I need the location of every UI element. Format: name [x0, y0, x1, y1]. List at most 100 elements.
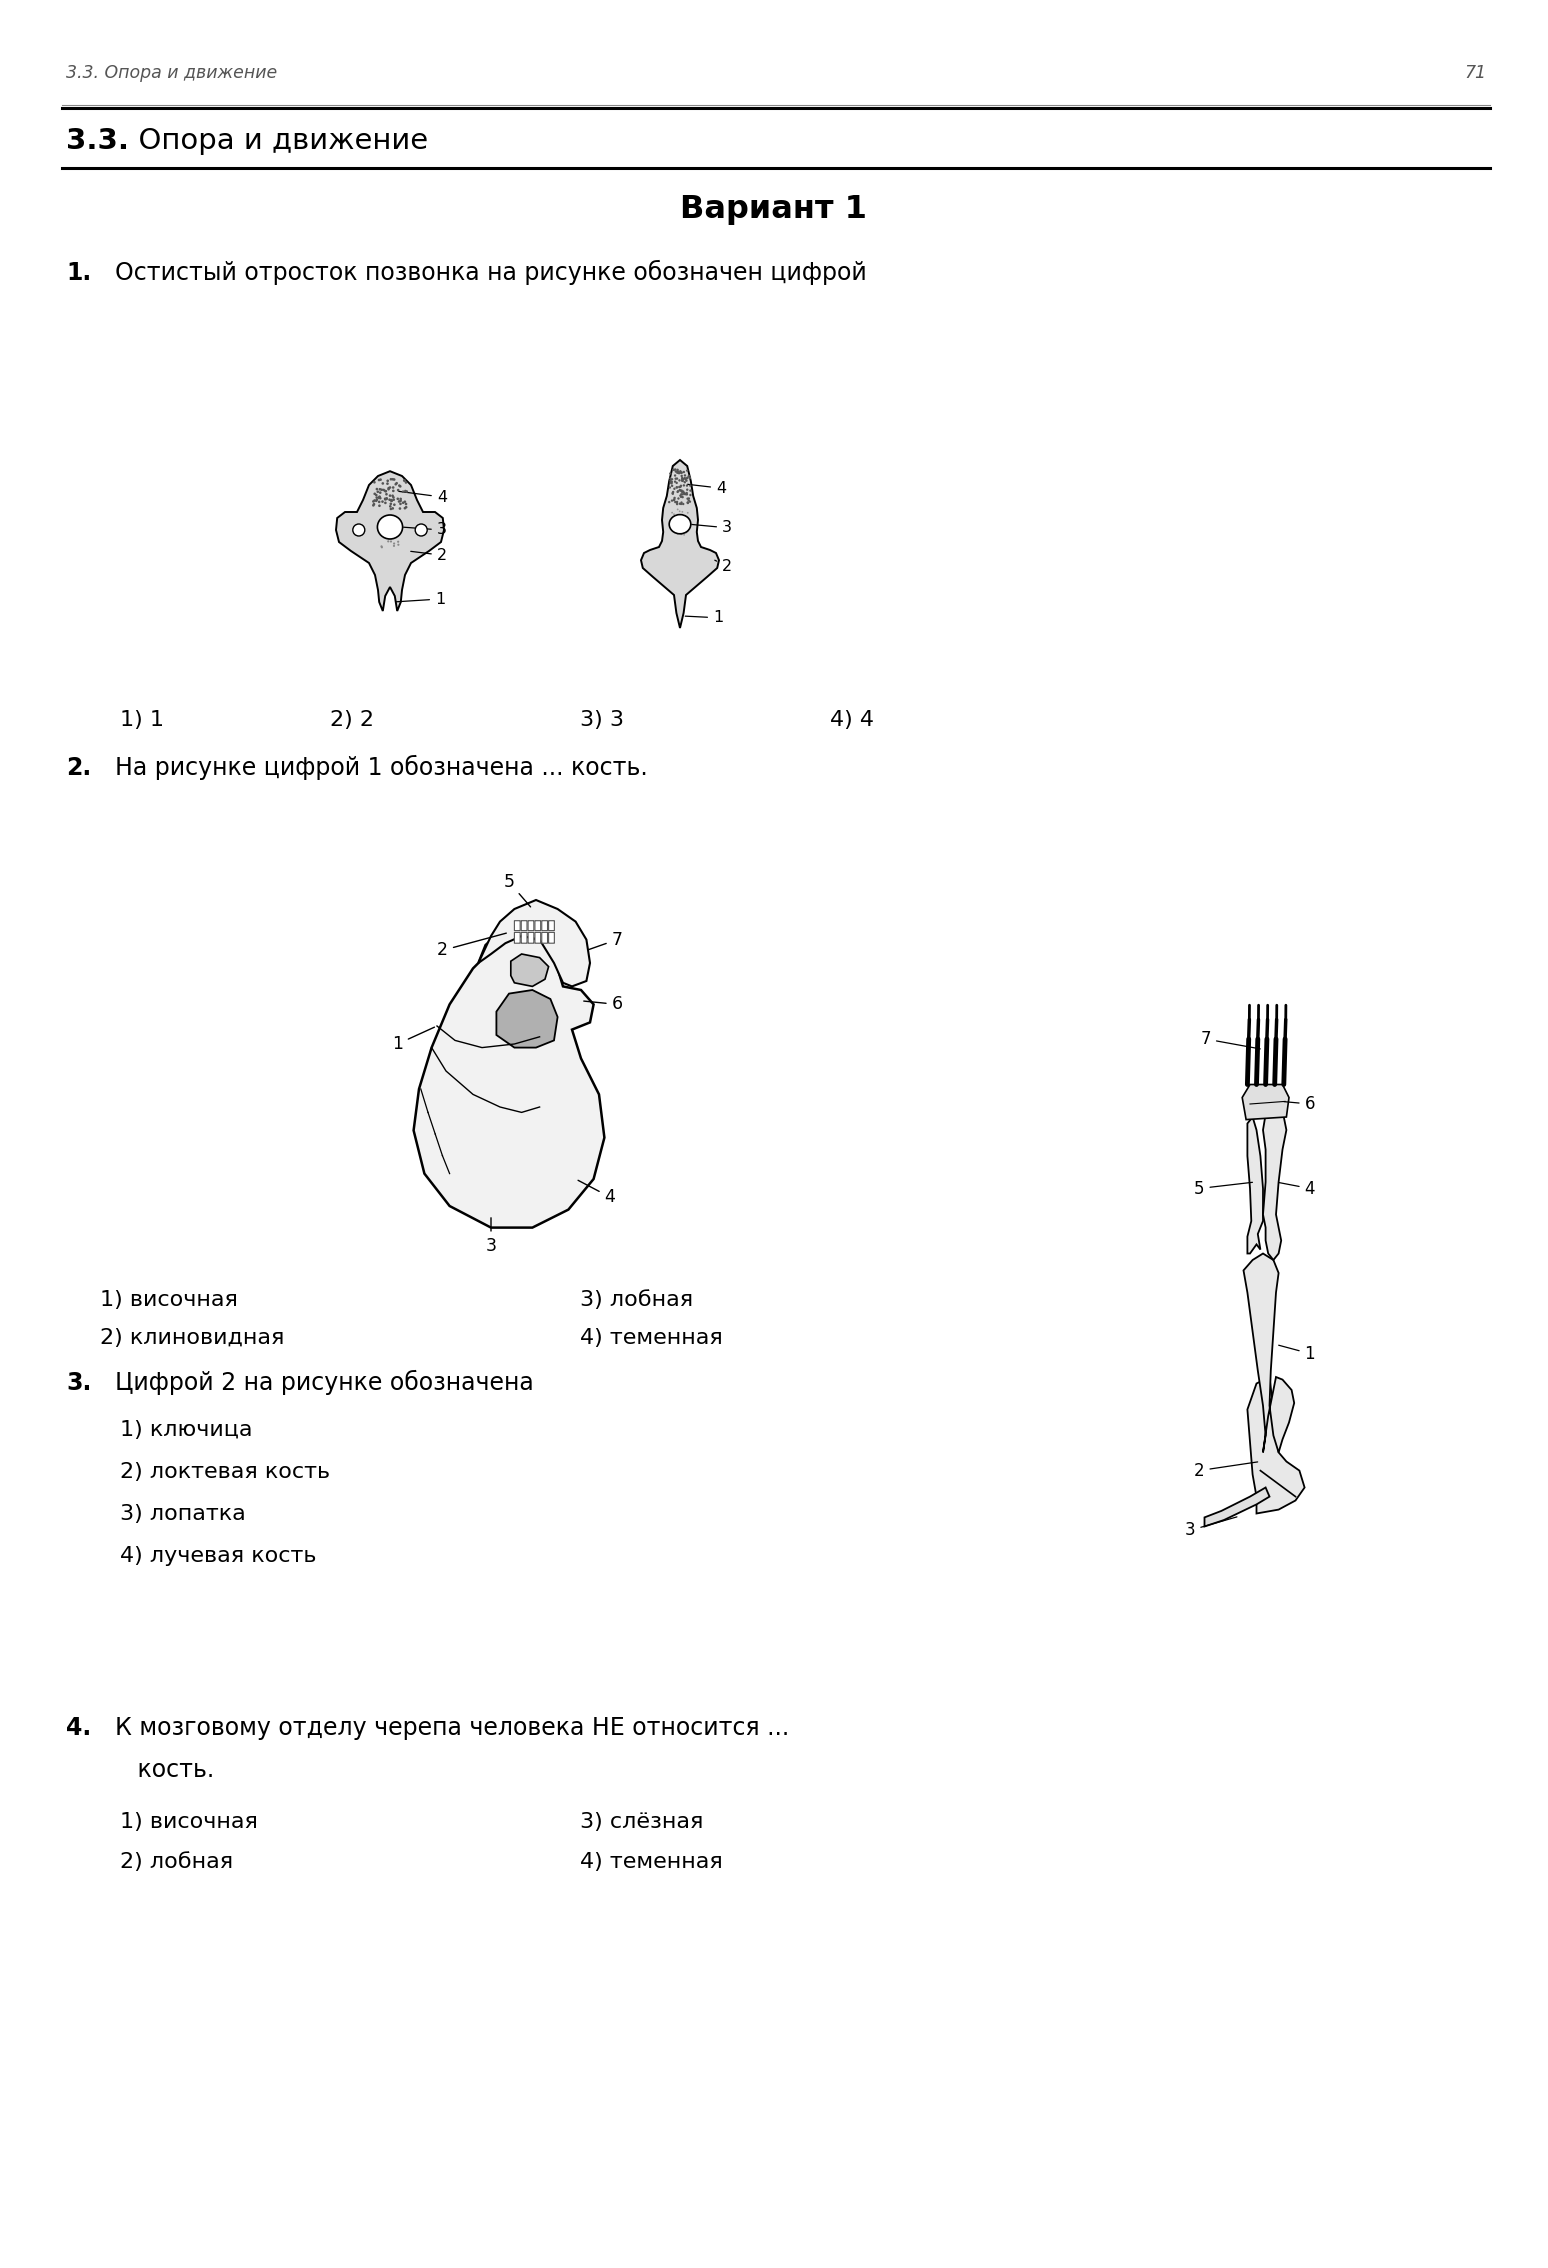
Circle shape [376, 488, 378, 490]
Circle shape [676, 503, 678, 506]
Text: 5: 5 [1194, 1179, 1252, 1198]
Circle shape [681, 472, 683, 474]
Circle shape [683, 479, 684, 481]
Polygon shape [478, 900, 590, 987]
Circle shape [353, 524, 365, 535]
Circle shape [390, 499, 393, 501]
Circle shape [680, 497, 683, 499]
Circle shape [390, 503, 392, 506]
Circle shape [687, 499, 690, 501]
FancyBboxPatch shape [528, 921, 534, 930]
Text: 3) лопатка: 3) лопатка [121, 1504, 246, 1524]
Circle shape [372, 501, 375, 503]
Polygon shape [1243, 1254, 1294, 1452]
Circle shape [393, 503, 396, 506]
Circle shape [381, 488, 382, 492]
Circle shape [673, 469, 675, 472]
Circle shape [681, 479, 683, 481]
Circle shape [390, 499, 393, 501]
Circle shape [385, 497, 389, 499]
Circle shape [399, 503, 402, 506]
Text: 5: 5 [503, 873, 531, 907]
Text: 2) 2: 2) 2 [330, 710, 375, 730]
Circle shape [376, 490, 379, 492]
Circle shape [687, 474, 690, 476]
Circle shape [379, 492, 381, 494]
Circle shape [683, 472, 686, 474]
Circle shape [672, 469, 675, 472]
Polygon shape [1204, 1488, 1269, 1526]
Circle shape [375, 494, 378, 497]
Text: 1) височная: 1) височная [101, 1290, 238, 1311]
Circle shape [678, 485, 681, 488]
Circle shape [373, 503, 375, 506]
Circle shape [687, 497, 690, 499]
Circle shape [670, 481, 672, 483]
Circle shape [392, 485, 395, 490]
Circle shape [392, 490, 395, 492]
Circle shape [399, 499, 402, 501]
FancyBboxPatch shape [542, 932, 548, 943]
Circle shape [684, 481, 686, 483]
Circle shape [404, 506, 406, 510]
Circle shape [406, 506, 407, 508]
Text: 1: 1 [392, 1027, 435, 1052]
Circle shape [678, 472, 681, 474]
Circle shape [678, 490, 681, 492]
Text: Цифрой 2 на рисунке обозначена: Цифрой 2 на рисунке обозначена [101, 1370, 534, 1395]
Text: К мозговому отделу черепа человека НЕ относится ...: К мозговому отделу черепа человека НЕ от… [101, 1717, 789, 1740]
Circle shape [670, 485, 673, 488]
Circle shape [392, 479, 395, 481]
Circle shape [373, 499, 376, 501]
Circle shape [686, 492, 687, 494]
Circle shape [378, 497, 381, 499]
FancyBboxPatch shape [514, 932, 520, 943]
Polygon shape [1263, 1114, 1286, 1261]
Circle shape [393, 479, 396, 481]
Circle shape [684, 479, 687, 481]
Text: 1: 1 [396, 592, 446, 606]
Circle shape [673, 481, 676, 483]
FancyBboxPatch shape [536, 921, 540, 930]
Circle shape [681, 474, 683, 476]
Text: 2: 2 [410, 547, 447, 562]
Circle shape [672, 492, 673, 494]
Circle shape [378, 494, 381, 499]
Circle shape [373, 492, 376, 494]
Circle shape [378, 501, 381, 503]
Text: 1) височная: 1) височная [121, 1812, 259, 1833]
Circle shape [675, 479, 676, 481]
Circle shape [378, 479, 381, 481]
Circle shape [404, 490, 407, 492]
Circle shape [385, 497, 389, 501]
Circle shape [415, 524, 427, 535]
Text: 1: 1 [686, 610, 723, 626]
Circle shape [678, 472, 680, 474]
Text: 7: 7 [590, 930, 622, 950]
Circle shape [390, 508, 392, 510]
Circle shape [396, 490, 399, 492]
Circle shape [681, 490, 683, 492]
Circle shape [673, 501, 676, 503]
Circle shape [684, 492, 687, 494]
Circle shape [395, 481, 398, 485]
Text: 3.3.: 3.3. [67, 127, 128, 154]
Circle shape [384, 490, 387, 492]
Circle shape [385, 483, 389, 485]
Text: 1) ключица: 1) ключица [121, 1420, 252, 1440]
Circle shape [681, 492, 684, 497]
Circle shape [681, 479, 683, 481]
FancyBboxPatch shape [542, 921, 548, 930]
Circle shape [689, 485, 692, 488]
Circle shape [687, 501, 689, 503]
Circle shape [402, 501, 404, 503]
Circle shape [404, 501, 406, 503]
Circle shape [676, 490, 680, 492]
Circle shape [678, 497, 680, 499]
Circle shape [398, 501, 401, 503]
Circle shape [670, 499, 673, 501]
Circle shape [379, 479, 382, 481]
Circle shape [681, 481, 684, 483]
Circle shape [384, 490, 387, 492]
Text: 2: 2 [715, 558, 732, 574]
